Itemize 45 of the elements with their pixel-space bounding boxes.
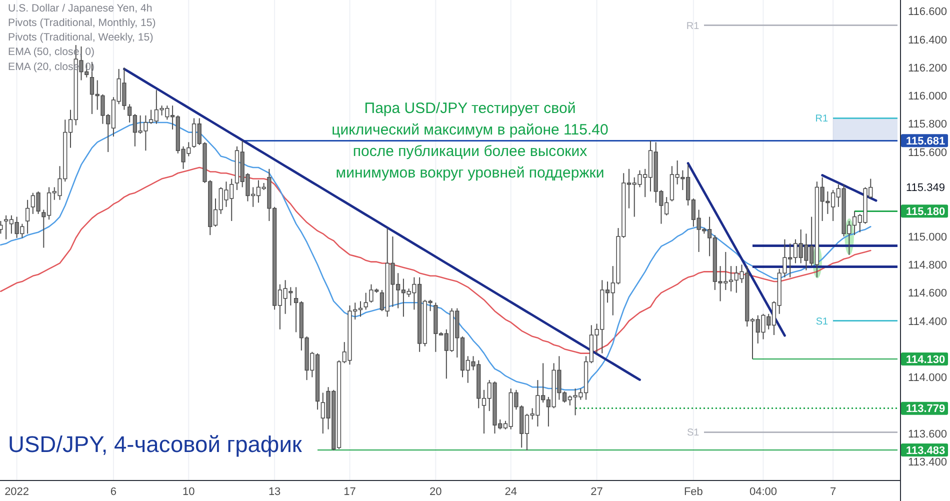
data-label: 114.130: [906, 354, 946, 366]
data-label: 113.779: [906, 403, 946, 416]
x-tick-label: 27: [590, 486, 603, 498]
x-tick-label: 17: [344, 486, 356, 498]
y-tick-label: 115.000: [908, 231, 947, 244]
y-tick-label: 114.800: [908, 259, 947, 272]
series-label: S1: [686, 428, 700, 439]
y-tick-label: 115.600: [908, 146, 947, 159]
y-tick-label: 114.000: [908, 372, 947, 384]
x-tick-label: 6: [110, 486, 117, 498]
y-tick-label: 113.600: [908, 428, 947, 440]
candlestick: [364, 292, 368, 310]
x-tick-label: 24: [504, 486, 517, 498]
y-tick-label: 116.000: [908, 90, 947, 103]
x-tick-label: Feb: [684, 486, 703, 498]
y-tick-label: 113.400: [908, 456, 947, 469]
candlestick: [25, 199, 30, 234]
annotation: USD/JPY, 4-часовой график: [8, 431, 303, 457]
y-tick-label: 116.600: [908, 6, 947, 18]
line-series: [821, 174, 878, 202]
y-tick-label: 114.400: [908, 316, 947, 328]
x-tick-label: 13: [268, 486, 281, 498]
annotation: Pivots (Traditional, Monthly, 15): [8, 17, 156, 29]
line-series: [123, 68, 641, 381]
x-tick-label: 2022: [4, 486, 30, 498]
y-tick-label: 114.600: [908, 288, 947, 300]
x-tick-label: 10: [182, 486, 195, 498]
y-tick-label: 115.800: [908, 118, 947, 131]
y-tick-label: 116.200: [908, 62, 947, 74]
series-label: S1: [816, 316, 828, 328]
text: 115.349: [906, 182, 945, 194]
chart-title: U.S. Dollar / Japanese Yen, 4h: [8, 2, 152, 14]
data-label: 115.681: [906, 135, 946, 148]
data-label: 113.483: [906, 444, 946, 457]
x-tick-label: 7: [830, 486, 836, 498]
x-tick-label: 20: [430, 486, 442, 498]
annotation: Pivots (Traditional, Weekly, 15): [8, 32, 154, 44]
line-series: [686, 162, 786, 337]
y-tick-label: 116.400: [908, 34, 947, 46]
line-series: [0, 166, 872, 354]
series-label: R1: [815, 114, 828, 125]
x-tick-label: 04:00: [749, 486, 778, 498]
data-label: 115.180: [906, 206, 946, 218]
annotation: Пара USD/JPY тестирует свой циклический максимум в районе 115.40 после публикации более высоких минимумов вокруг уровней поддержки: [332, 100, 608, 182]
series-label: R1: [686, 20, 700, 32]
